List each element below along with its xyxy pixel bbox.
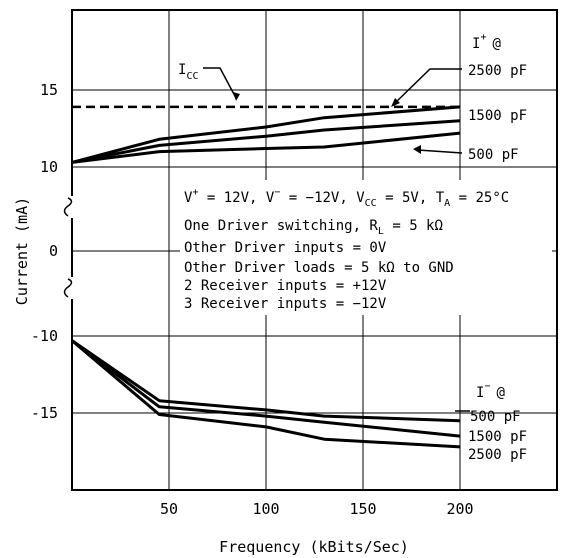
- y-tick-label: 0: [49, 242, 58, 260]
- annotation-background: [180, 180, 552, 315]
- iminus-500pf-label: 500 pF: [470, 409, 521, 425]
- iplus-label: I+ @: [472, 32, 501, 52]
- axis-break-lower: [63, 278, 73, 298]
- series-line-iminus-2500pf: [71, 339, 461, 449]
- y-tick-label: -10: [31, 327, 58, 345]
- y-tick-label: -15: [31, 404, 58, 422]
- x-tick-label: 100: [252, 500, 279, 518]
- y-tick-label: 10: [40, 158, 58, 176]
- y-tick-label: 15: [40, 81, 58, 99]
- condition-line-3: Other Driver inputs = 0V: [184, 240, 387, 256]
- iminus-2500pf-label: 2500 pF: [468, 447, 527, 463]
- series-line-iminus-500pf: [71, 339, 461, 423]
- x-axis-title: Frequency (kBits/Sec): [219, 538, 409, 556]
- x-tick-label: 150: [349, 500, 376, 518]
- series-line-iplus-1500pf: [71, 119, 461, 164]
- x-tick-label: 50: [160, 500, 178, 518]
- iminus-1500pf-label: 1500 pF: [468, 429, 527, 445]
- series-line-iminus-1500pf: [71, 339, 461, 438]
- condition-line-6: 3 Receiver inputs = −12V: [184, 296, 387, 312]
- series-line-iplus-500pf: [71, 131, 461, 164]
- axis-break-marks: [62, 196, 84, 299]
- iplus-2500-leader: [393, 68, 462, 105]
- icc-label: ICC: [178, 62, 198, 82]
- condition-line-2: One Driver switching, RL = 5 kΩ: [184, 218, 443, 237]
- x-tick-label: 200: [446, 500, 473, 518]
- series-line-iplus-2500pf: [71, 105, 461, 164]
- leader-lines: [203, 67, 470, 412]
- iplus-500-leader: [417, 149, 463, 154]
- condition-line-5: 2 Receiver inputs = +12V: [184, 278, 387, 294]
- plot-frame: [71, 9, 558, 491]
- series-labels: ICC I+ @ 2500 pF 1500 pF 500 pF I− @ 500 p…: [178, 32, 527, 463]
- axis-break-upper: [63, 197, 73, 217]
- icc-leader: [203, 67, 237, 99]
- iplus-1500pf-label: 1500 pF: [468, 108, 527, 124]
- series-lines: [71, 105, 461, 449]
- test-conditions: V+ = 12V, V− = −12V, VCC = 5V, TA = 25°C…: [184, 187, 509, 312]
- iplus-500pf-label: 500 pF: [468, 147, 519, 163]
- iminus-label: I− @: [476, 381, 505, 401]
- condition-line-1: V+ = 12V, V− = −12V, VCC = 5V, TA = 25°C: [184, 187, 509, 209]
- condition-line-4: Other Driver loads = 5 kΩ to GND: [184, 260, 454, 276]
- y-axis-title: Current (mA): [13, 197, 31, 305]
- iplus-2500pf-label: 2500 pF: [468, 63, 527, 79]
